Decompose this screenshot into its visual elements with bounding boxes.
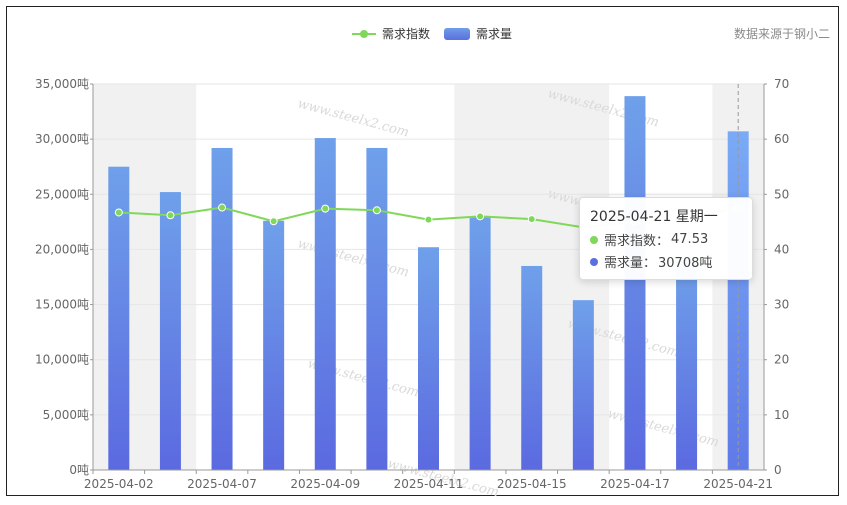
y-left-tick-label: 15,000吨 [35,298,89,312]
x-tick-label: 2025-04-02 [84,477,154,491]
tooltip-title: 2025-04-21 星期一 [590,209,718,225]
y-right-tick-label: 20 [774,353,789,367]
y-right-tick-label: 70 [774,77,789,91]
tooltip-index-label: 需求指数： [604,234,670,249]
legend-label-index: 需求指数 [382,27,431,41]
bar[interactable] [366,147,388,471]
bar[interactable] [572,300,594,470]
bar[interactable] [676,260,698,470]
watermark-text: www.steelx2.com [296,236,411,280]
watermark-text: www.steelx2.com [296,96,411,140]
tooltip-row-index: 需求指数： 47.53 [590,230,742,249]
y-right-tick-label: 10 [774,408,789,422]
bar[interactable] [418,247,439,470]
x-tick-label: 2025-04-09 [290,477,360,491]
watermark-text: www.steelx2.com [606,406,721,450]
bar[interactable] [108,166,130,470]
x-tick-label: 2025-04-21 [703,477,773,491]
chart-frame: www.steelx2.com www.steelx2.com www.steelx… [6,6,839,497]
y-left-tick-label: 35,000吨 [35,77,89,91]
tooltip: 2025-04-21 星期一 需求指数： 47.53 需求量： 30708吨 [579,197,753,280]
bar[interactable] [624,96,646,470]
y-right-tick-label: 40 [774,242,789,256]
bar[interactable] [521,265,543,470]
data-source-note: 数据来源于钢小二 [733,27,830,41]
bar[interactable] [159,192,181,470]
y-left-tick-label: 10,000吨 [35,353,89,367]
index-point[interactable] [166,211,175,220]
tooltip-volume-label: 需求量： [604,256,657,271]
legend-item-volume[interactable]: 需求量 [444,25,512,42]
bar[interactable] [314,138,336,471]
x-tick-label: 2025-04-15 [497,477,567,491]
y-right-tick-label: 50 [774,187,789,201]
tooltip-volume-value: 30708吨 [658,256,713,271]
legend-line-marker [352,29,376,38]
index-point[interactable] [114,208,123,217]
index-point[interactable] [476,212,485,221]
y-right-tick-label: 0 [774,463,782,477]
index-point[interactable] [527,215,536,224]
index-point[interactable] [424,215,433,224]
bar[interactable] [263,220,285,470]
index-point[interactable] [269,217,278,226]
tooltip-dot-index [590,235,598,244]
index-point[interactable] [218,203,227,212]
bar[interactable] [211,147,233,471]
y-right-tick-label: 30 [774,298,789,312]
y-left-tick-label: 20,000吨 [35,242,89,256]
x-tick-label: 2025-04-07 [187,477,257,491]
tooltip-index-value: 47.53 [671,232,709,247]
bar[interactable] [469,216,491,470]
index-point[interactable] [372,206,381,215]
legend-bar-marker [444,27,471,40]
x-tick-label: 2025-04-17 [600,477,670,491]
y-right-tick-label: 60 [774,132,789,146]
legend-item-index[interactable]: 需求指数 [352,25,430,42]
x-tick-label: 2025-04-11 [394,477,464,491]
legend-label-volume: 需求量 [476,27,513,41]
index-point[interactable] [321,204,330,213]
y-left-tick-label: 5,000吨 [43,408,89,422]
tooltip-row-volume: 需求量： 30708吨 [590,252,742,271]
y-left-tick-label: 30,000吨 [35,132,89,146]
legend: 需求指数 需求量 [352,25,526,42]
tooltip-dot-volume [590,257,598,266]
y-left-tick-label: 0吨 [69,463,89,477]
y-left-tick-label: 25,000吨 [35,187,89,201]
